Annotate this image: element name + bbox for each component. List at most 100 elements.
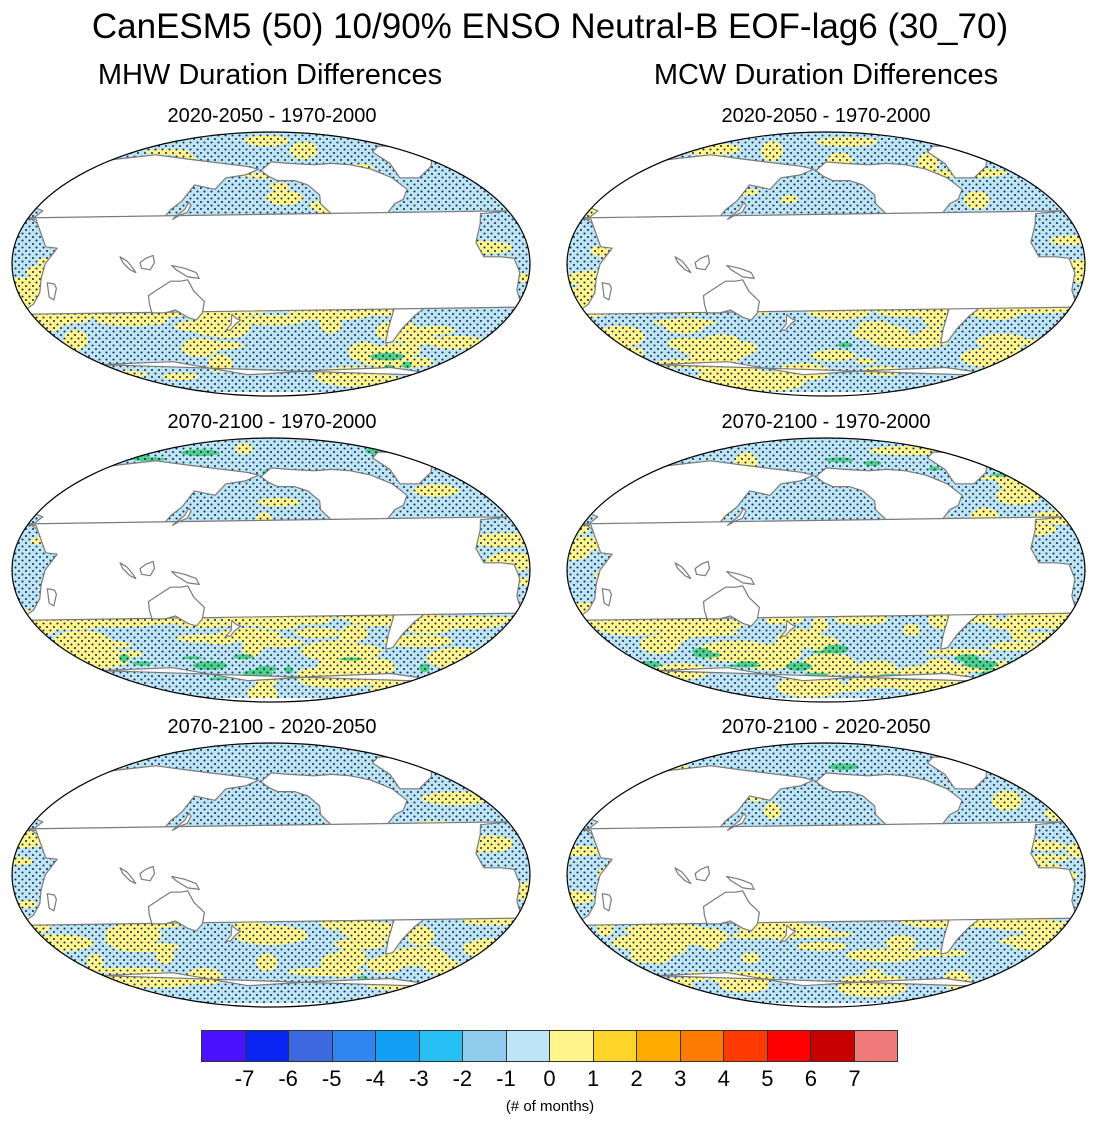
positive-anomaly-patch — [39, 981, 89, 1003]
positive-anomaly-patch — [446, 456, 508, 476]
colorbar-box — [463, 1031, 507, 1061]
colorbar-tick-label: 7 — [848, 1066, 861, 1091]
positive-anomaly-patch — [72, 376, 129, 391]
positive-anomaly-patch — [1016, 966, 1066, 985]
colorbar-box — [550, 1031, 594, 1061]
land-japan — [171, 201, 192, 220]
strong-anomaly-patch — [80, 750, 119, 759]
map-border — [566, 131, 1086, 397]
strong-anomaly-patch — [21, 454, 40, 461]
land-africa — [572, 210, 1078, 315]
land-japan — [726, 812, 747, 831]
positive-anomaly-patch — [567, 968, 585, 989]
positive-anomaly-patch — [1048, 770, 1074, 789]
positive-anomaly-patch — [1047, 958, 1085, 967]
land-antarctica — [12, 698, 530, 702]
positive-anomaly-patch — [22, 976, 40, 996]
positive-anomaly-patch — [567, 946, 593, 968]
map-border — [566, 742, 1086, 1008]
map-svg — [566, 131, 1086, 397]
strong-anomaly-patch — [70, 674, 98, 680]
mhw-column-title: MHW Duration Differences — [97, 59, 443, 91]
panel-title-mhw-2070-2100: 2070-2100 - 1970-2000 — [167, 411, 377, 433]
land-africa — [572, 516, 1078, 621]
land-new-zealand — [225, 924, 242, 942]
positive-anomaly-patch — [568, 684, 600, 695]
positive-anomaly-patch — [1040, 645, 1059, 662]
positive-anomaly-patch — [582, 147, 608, 170]
positive-anomaly-patch — [25, 668, 100, 685]
positive-anomaly-patch — [501, 362, 530, 369]
colorbar-box — [811, 1031, 855, 1061]
panel-title-mcw-2070-vs-2020: 2070-2100 - 2020-2050 — [721, 716, 931, 738]
positive-anomaly-patch — [1031, 959, 1058, 979]
positive-anomaly-patch — [492, 680, 530, 697]
positive-anomaly-patch — [23, 678, 65, 690]
map-border — [11, 742, 531, 1008]
positive-anomaly-patch — [482, 683, 528, 695]
positive-anomaly-patch — [996, 669, 1020, 690]
land-new-zealand — [225, 313, 242, 331]
positive-anomaly-patch — [12, 676, 61, 696]
colorbar-tick-label: -6 — [278, 1066, 298, 1091]
land-australia — [147, 890, 205, 932]
strong-anomaly-patch — [23, 662, 47, 669]
positive-anomaly-patch — [19, 152, 73, 161]
colorbar-tick-label: -7 — [234, 1066, 255, 1091]
colorbar-box — [506, 1031, 550, 1061]
positive-anomaly-patch — [567, 330, 591, 352]
land-borneo — [139, 865, 156, 882]
map-border — [11, 437, 531, 703]
colorbar-box — [332, 1031, 376, 1061]
strong-anomaly-patch — [477, 654, 500, 663]
colorbar-tick-label: -4 — [365, 1066, 386, 1091]
map-svg — [11, 437, 531, 703]
map-mcw-2070-vs-2020 — [565, 741, 1087, 1009]
land-antarctica — [567, 392, 1085, 396]
positive-anomaly-patch — [482, 333, 530, 350]
colorbar-box — [376, 1031, 420, 1061]
land-new-zealand — [780, 924, 797, 942]
land-australia — [147, 279, 205, 321]
map-mhw-2070-2100 — [10, 436, 532, 704]
land-borneo — [139, 254, 156, 271]
strong-anomaly-patch — [1068, 339, 1085, 348]
positive-anomaly-patch — [401, 748, 444, 757]
strong-anomaly-patch — [485, 474, 512, 478]
positive-anomaly-patch — [1046, 445, 1085, 457]
positive-anomaly-patch — [412, 980, 489, 998]
colorbar — [201, 1030, 898, 1062]
land-sumatra — [119, 562, 137, 580]
map-border — [11, 131, 531, 397]
land-borneo — [694, 865, 711, 882]
map-svg — [566, 437, 1086, 703]
land-borneo — [694, 560, 711, 577]
mcw-column-title: MCW Duration Differences — [653, 59, 999, 91]
colorbar-tick-label: 5 — [761, 1066, 774, 1091]
land-madagascar — [46, 893, 57, 912]
land-australia — [147, 585, 205, 627]
map-svg — [11, 742, 531, 1008]
positive-anomaly-patch — [98, 986, 118, 1002]
land-madagascar — [601, 893, 612, 912]
land-antarctica — [567, 698, 1085, 702]
strong-anomaly-patch — [973, 449, 1002, 453]
positive-anomaly-patch — [616, 376, 649, 385]
land-new-guinea — [171, 875, 200, 890]
map-mcw-2020-2050 — [565, 130, 1087, 398]
strong-anomaly-patch — [503, 973, 530, 979]
positive-anomaly-patch — [516, 371, 530, 394]
strong-anomaly-patch — [495, 668, 522, 674]
positive-anomaly-patch — [499, 337, 530, 346]
land-japan — [726, 201, 747, 220]
panel-title-mhw-2020-2050: 2020-2050 - 1970-2000 — [167, 105, 377, 127]
positive-anomaly-patch — [468, 975, 494, 995]
strong-anomaly-patch — [608, 663, 627, 672]
positive-anomaly-patch — [436, 746, 507, 756]
colorbar-tick-label: -5 — [321, 1066, 342, 1091]
land-madagascar — [601, 282, 612, 301]
land-new-zealand — [225, 619, 242, 637]
land-new-zealand — [780, 313, 797, 331]
land-antarctica — [12, 392, 530, 396]
colorbar-box — [245, 1031, 289, 1061]
